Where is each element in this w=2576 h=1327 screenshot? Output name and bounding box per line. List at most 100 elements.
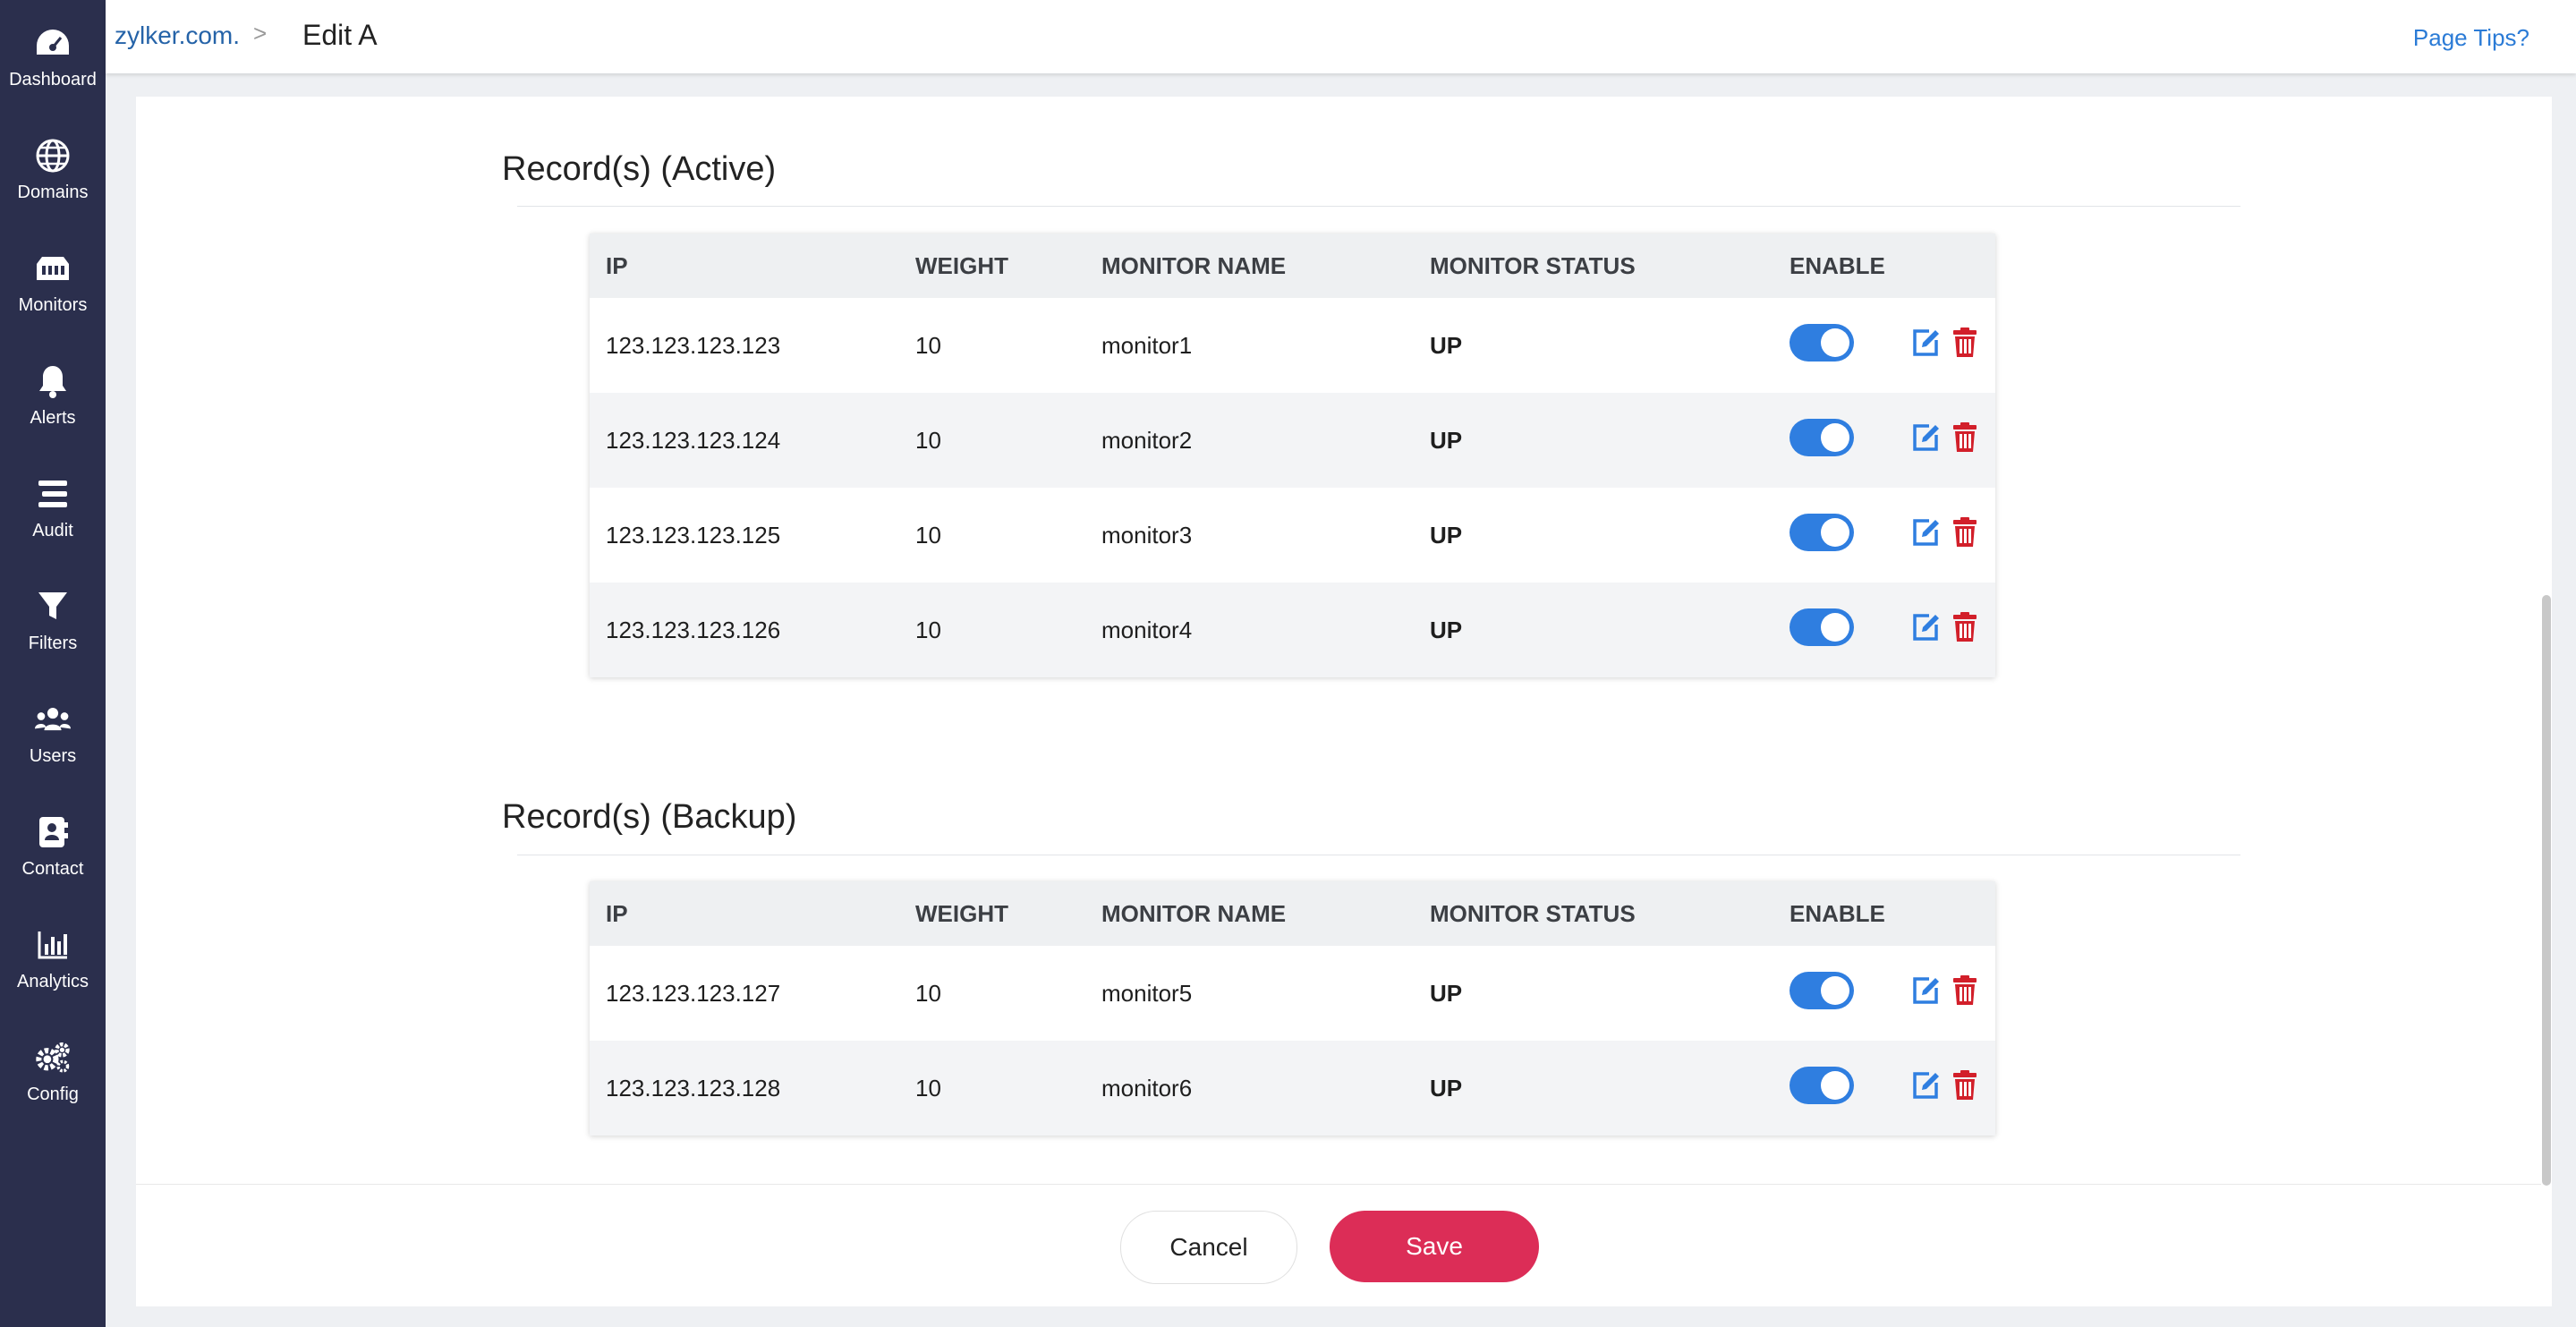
top-bar: zylker.com. > Edit A Page Tips? <box>106 0 2576 73</box>
enable-toggle[interactable] <box>1790 608 1854 646</box>
delete-icon[interactable] <box>1952 1069 1977 1101</box>
enable-toggle[interactable] <box>1790 418 1854 456</box>
footer-divider <box>136 1184 2541 1185</box>
contact-book-icon <box>35 814 71 850</box>
page-tips-link[interactable]: Page Tips? <box>2412 24 2529 51</box>
cancel-button[interactable]: Cancel <box>1120 1211 1297 1284</box>
section-divider <box>517 206 2240 207</box>
col-header-actions <box>1895 881 1995 946</box>
nav-label-analytics: Analytics <box>16 972 89 991</box>
enable-toggle[interactable] <box>1790 323 1854 362</box>
edit-icon[interactable] <box>1911 612 1942 642</box>
delete-icon[interactable] <box>1952 516 1977 548</box>
backup-records-title: Record(s) (Backup) <box>502 798 797 836</box>
cell-monitor-name: monitor4 <box>1085 583 1414 677</box>
cell-ip: 123.123.123.128 <box>590 1041 899 1136</box>
table-row: 123.123.123.123 10 monitor1 UP <box>590 298 1995 393</box>
nav-label-audit: Audit <box>32 521 73 540</box>
enable-toggle[interactable] <box>1790 971 1854 1009</box>
page-title: Edit A <box>302 19 378 51</box>
cell-weight: 10 <box>915 521 941 549</box>
nav-item-analytics[interactable]: Analytics <box>0 927 106 1025</box>
globe-icon <box>35 138 71 174</box>
cell-weight: 10 <box>899 583 1085 677</box>
enable-toggle[interactable] <box>1790 1066 1854 1104</box>
enable-toggle[interactable] <box>1790 513 1854 551</box>
edit-icon[interactable] <box>1911 422 1942 453</box>
bar-chart-icon <box>35 927 71 963</box>
table-row: 123.123.123.125 10 monitor3 UP <box>590 488 1995 583</box>
nav-item-audit[interactable]: Audit <box>0 476 106 574</box>
bell-icon <box>35 363 71 399</box>
nav-label-config: Config <box>27 1085 79 1104</box>
delete-icon[interactable] <box>1952 421 1977 453</box>
cell-monitor-status: UP <box>1414 583 1773 677</box>
nav-label-monitors: Monitors <box>18 295 88 315</box>
cell-monitor-name: monitor5 <box>1101 979 1193 1007</box>
nav-label-filters: Filters <box>28 634 78 653</box>
nav-item-contact[interactable]: Contact <box>0 814 106 913</box>
nav-item-filters[interactable]: Filters <box>0 589 106 687</box>
cell-ip: 123.123.123.124 <box>590 393 899 488</box>
cell-monitor-name: monitor3 <box>1101 521 1193 549</box>
cell-ip: 123.123.123.126 <box>590 583 899 677</box>
cell-ip: 123.123.123.123 <box>606 331 781 359</box>
filter-icon <box>35 589 71 625</box>
edit-icon[interactable] <box>1911 517 1942 548</box>
table-row: 123.123.123.124 10 monitor2 UP <box>590 393 1995 488</box>
nav-item-config[interactable]: Config <box>0 1040 106 1138</box>
cell-monitor-name: monitor2 <box>1085 393 1414 488</box>
nav-label-alerts: Alerts <box>30 408 76 428</box>
sidebar: Dashboard Domains Monitors Alerts Audit … <box>0 0 106 1327</box>
col-header-monitor-name: MONITOR NAME <box>1085 234 1414 298</box>
nav-label-users: Users <box>29 746 77 766</box>
col-header-weight: WEIGHT <box>899 881 1085 946</box>
gears-icon <box>35 1040 71 1076</box>
save-button[interactable]: Save <box>1330 1211 1539 1282</box>
table-row: 123.123.123.128 10 monitor6 UP <box>590 1041 1995 1136</box>
monitor-network-icon <box>35 251 71 286</box>
cell-weight: 10 <box>915 331 941 359</box>
col-header-monitor-status: MONITOR STATUS <box>1414 881 1773 946</box>
col-header-weight: WEIGHT <box>899 234 1085 298</box>
nav-item-domains[interactable]: Domains <box>0 138 106 236</box>
backup-records-table: IP WEIGHT MONITOR NAME MONITOR STATUS EN… <box>590 881 1995 1136</box>
col-header-actions <box>1895 234 1995 298</box>
users-icon <box>35 702 71 737</box>
cell-monitor-status: UP <box>1430 331 1463 359</box>
nav-item-users[interactable]: Users <box>0 702 106 800</box>
nav-item-monitors[interactable]: Monitors <box>0 251 106 349</box>
nav-label-domains: Domains <box>17 183 89 202</box>
col-header-monitor-status: MONITOR STATUS <box>1414 234 1773 298</box>
cell-weight: 10 <box>915 979 941 1007</box>
edit-icon[interactable] <box>1911 327 1942 358</box>
scrollbar[interactable] <box>2542 595 2551 1186</box>
nav-label-dashboard: Dashboard <box>9 70 97 89</box>
delete-icon[interactable] <box>1952 327 1977 358</box>
cell-ip: 123.123.123.127 <box>606 979 781 1007</box>
edit-icon[interactable] <box>1911 975 1942 1006</box>
nav-label-contact: Contact <box>21 859 84 879</box>
nav-item-alerts[interactable]: Alerts <box>0 363 106 462</box>
table-header-row: IP WEIGHT MONITOR NAME MONITOR STATUS EN… <box>590 234 1995 298</box>
table-header-row: IP WEIGHT MONITOR NAME MONITOR STATUS EN… <box>590 881 1995 946</box>
breadcrumb-domain-link[interactable]: zylker.com. <box>115 21 241 49</box>
col-header-ip: IP <box>590 881 899 946</box>
active-records-title: Record(s) (Active) <box>502 150 777 188</box>
cell-monitor-name: monitor6 <box>1085 1041 1414 1136</box>
list-icon <box>35 476 71 512</box>
cell-ip: 123.123.123.125 <box>606 521 781 549</box>
cell-monitor-name: monitor1 <box>1101 331 1193 359</box>
cell-monitor-status: UP <box>1430 521 1463 549</box>
dashboard-gauge-icon <box>35 25 71 61</box>
delete-icon[interactable] <box>1952 611 1977 642</box>
cell-monitor-status: UP <box>1414 393 1773 488</box>
delete-icon[interactable] <box>1952 974 1977 1006</box>
nav-item-dashboard[interactable]: Dashboard <box>0 25 106 123</box>
edit-icon[interactable] <box>1911 1070 1942 1101</box>
active-records-table: IP WEIGHT MONITOR NAME MONITOR STATUS EN… <box>590 234 1995 677</box>
cell-weight: 10 <box>899 393 1085 488</box>
col-header-ip: IP <box>590 234 899 298</box>
cell-monitor-status: UP <box>1430 979 1463 1007</box>
col-header-enable: ENABLE <box>1773 234 1895 298</box>
